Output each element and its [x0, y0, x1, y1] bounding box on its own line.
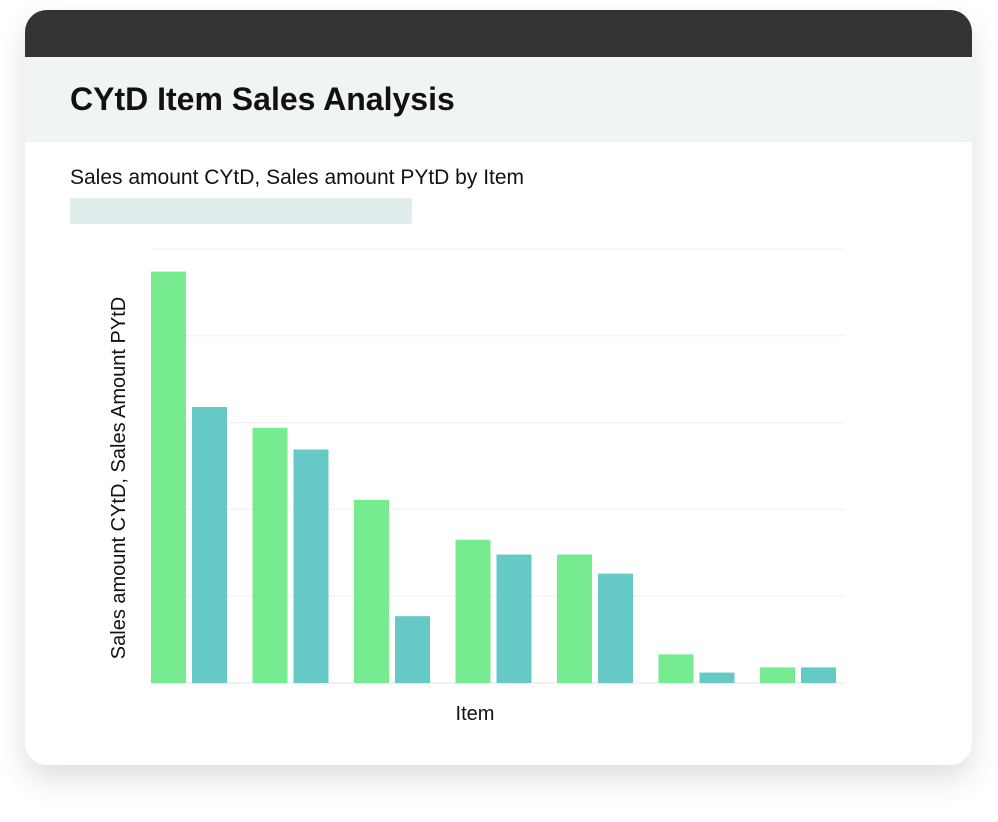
bar-pytd-6[interactable] — [699, 672, 735, 683]
bar-cytd-7[interactable] — [760, 667, 795, 683]
bar-cytd-2[interactable] — [252, 427, 288, 683]
filter-placeholder-bar — [70, 198, 412, 224]
bar-pytd-7[interactable] — [801, 667, 836, 683]
bar-cytd-6[interactable] — [658, 654, 694, 683]
x-axis-label: Item — [456, 703, 495, 725]
bar-pytd-1[interactable] — [192, 406, 227, 683]
bar-pytd-3[interactable] — [395, 616, 430, 683]
bar-cytd-1[interactable] — [151, 271, 186, 683]
window-top-bar — [25, 10, 972, 57]
bar-pytd-4[interactable] — [496, 554, 532, 683]
bar-cytd-5[interactable] — [557, 554, 592, 683]
bar-cytd-3[interactable] — [354, 499, 389, 683]
bar-pytd-2[interactable] — [293, 449, 329, 683]
chart-title: Sales amount CYtD, Sales amount PYtD by … — [70, 166, 525, 189]
bar-pytd-5[interactable] — [598, 573, 633, 683]
title-band — [25, 57, 972, 142]
page-title: CYtD Item Sales Analysis — [70, 81, 455, 117]
y-axis-label: Sales amount CYtD, Sales Amount PYtD — [108, 297, 130, 659]
bar-cytd-4[interactable] — [455, 539, 491, 683]
